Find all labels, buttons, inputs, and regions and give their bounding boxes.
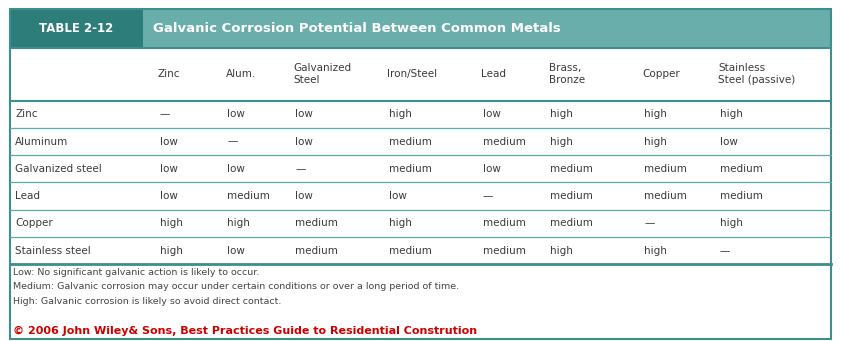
Text: high: high <box>720 218 743 228</box>
Text: low: low <box>160 136 177 147</box>
Text: low: low <box>295 136 313 147</box>
Text: high: high <box>160 218 182 228</box>
Text: medium: medium <box>644 164 687 174</box>
Text: medium: medium <box>483 218 526 228</box>
Text: Medium: Galvanic corrosion may occur under certain conditions or over a long per: Medium: Galvanic corrosion may occur und… <box>13 282 459 292</box>
Text: medium: medium <box>389 136 431 147</box>
Text: high: high <box>551 246 574 256</box>
Text: low: low <box>295 109 313 119</box>
Text: medium: medium <box>551 164 594 174</box>
Text: medium: medium <box>389 164 431 174</box>
Text: medium: medium <box>483 136 526 147</box>
Text: medium: medium <box>720 191 763 201</box>
Text: medium: medium <box>551 218 594 228</box>
Text: low: low <box>227 164 246 174</box>
Text: Copper: Copper <box>643 69 680 79</box>
Text: © 2006 John Wiley& Sons, Best Practices Guide to Residential Constrution: © 2006 John Wiley& Sons, Best Practices … <box>13 326 478 336</box>
Text: high: high <box>720 109 743 119</box>
Text: low: low <box>720 136 738 147</box>
Text: Stainless
Steel (passive): Stainless Steel (passive) <box>718 63 796 85</box>
Text: low: low <box>227 246 246 256</box>
Text: high: high <box>644 109 667 119</box>
Text: high: high <box>551 136 574 147</box>
Text: low: low <box>389 191 407 201</box>
Text: Brass,
Bronze: Brass, Bronze <box>549 63 584 85</box>
Text: low: low <box>295 191 313 201</box>
Text: low: low <box>483 109 500 119</box>
Text: low: low <box>483 164 500 174</box>
Text: high: high <box>644 246 667 256</box>
Text: Galvanized
Steel: Galvanized Steel <box>294 63 352 85</box>
Text: Galvanized steel: Galvanized steel <box>15 164 102 174</box>
Text: medium: medium <box>295 218 338 228</box>
Text: Low: No significant galvanic action is likely to occur.: Low: No significant galvanic action is l… <box>13 268 260 277</box>
Text: Zinc: Zinc <box>15 109 38 119</box>
Text: high: high <box>389 218 412 228</box>
Text: low: low <box>227 109 246 119</box>
Text: Galvanic Corrosion Potential Between Common Metals: Galvanic Corrosion Potential Between Com… <box>153 21 561 35</box>
Text: high: high <box>227 218 251 228</box>
Text: —: — <box>295 164 305 174</box>
Text: high: high <box>389 109 412 119</box>
Bar <box>10 128 831 155</box>
Bar <box>10 155 831 182</box>
Text: medium: medium <box>389 246 431 256</box>
Text: medium: medium <box>227 191 270 201</box>
Text: —: — <box>160 109 170 119</box>
Bar <box>10 182 831 210</box>
Text: Lead: Lead <box>15 191 40 201</box>
Bar <box>10 210 831 237</box>
Text: Iron/Steel: Iron/Steel <box>388 69 437 79</box>
Text: Stainless steel: Stainless steel <box>15 246 91 256</box>
Text: —: — <box>644 218 654 228</box>
Text: Copper: Copper <box>15 218 53 228</box>
Text: TABLE 2-12: TABLE 2-12 <box>40 21 114 35</box>
Text: high: high <box>160 246 182 256</box>
Text: medium: medium <box>644 191 687 201</box>
Text: medium: medium <box>483 246 526 256</box>
Text: —: — <box>483 191 493 201</box>
Text: Lead: Lead <box>481 69 506 79</box>
Text: low: low <box>160 164 177 174</box>
Text: high: high <box>551 109 574 119</box>
Text: low: low <box>160 191 177 201</box>
Bar <box>10 101 831 128</box>
Text: Alum.: Alum. <box>225 69 256 79</box>
Text: Zinc: Zinc <box>158 69 181 79</box>
Text: medium: medium <box>720 164 763 174</box>
Text: medium: medium <box>295 246 338 256</box>
Text: —: — <box>720 246 730 256</box>
Text: high: high <box>644 136 667 147</box>
Text: —: — <box>227 136 238 147</box>
Text: Aluminum: Aluminum <box>15 136 68 147</box>
Bar <box>10 237 831 264</box>
Text: medium: medium <box>551 191 594 201</box>
Text: High: Galvanic corrosion is likely so avoid direct contact.: High: Galvanic corrosion is likely so av… <box>13 297 282 306</box>
